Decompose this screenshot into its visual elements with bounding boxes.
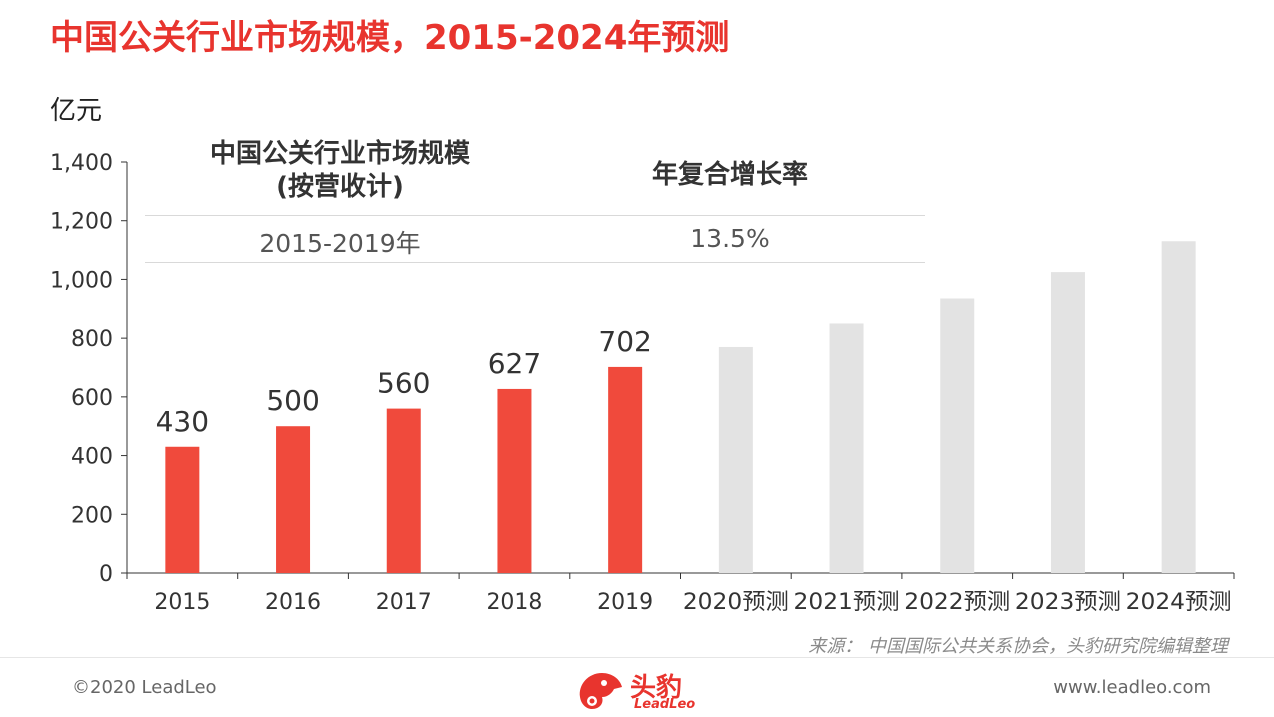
x-tick-label: 2024预测 — [1126, 590, 1232, 615]
x-tick-label: 2015 — [154, 590, 210, 615]
bar — [386, 408, 421, 573]
table-header-cagr: 年复合增长率 — [651, 160, 808, 190]
page-title: 中国公关行业市场规模，2015-2024年预测 — [50, 18, 730, 58]
logo-text-en: LeadLeo — [634, 697, 696, 712]
table-divider — [145, 262, 925, 263]
y-tick-label: 400 — [71, 445, 113, 470]
data-label: 560 — [377, 367, 430, 400]
y-tick-label: 1,000 — [50, 268, 113, 293]
table-period: 2015-2019年 — [259, 229, 421, 258]
cagr-table: 中国公关行业市场规模 (按营收计) 年复合增长率 2015-2019年 13.5… — [145, 138, 925, 266]
leadleo-logo: 头豹 LeadLeo — [574, 665, 704, 715]
table-cagr-value: 13.5% — [690, 224, 770, 253]
bar — [1161, 241, 1196, 573]
x-tick-label: 2020预测 — [683, 590, 789, 615]
leopard-icon — [579, 673, 622, 709]
y-tick-label: 1,400 — [50, 151, 113, 176]
table-header-market-size-line2: (按营收计) — [276, 172, 404, 202]
y-axis-unit: 亿元 — [50, 96, 103, 126]
data-label: 702 — [598, 325, 651, 358]
bar — [276, 426, 311, 573]
source-note: 来源： 中国国际公共关系协会，头豹研究院编辑整理 — [808, 636, 1228, 657]
bar-chart: 0 200 400 600 800 1,000 1,200 1,400 430 2015 500 20… — [50, 151, 1235, 615]
y-tick-label: 600 — [71, 386, 113, 411]
x-tick-label: 2019 — [597, 590, 653, 615]
bar — [608, 366, 643, 573]
x-tick-label: 2017 — [376, 590, 432, 615]
x-tick-label: 2022预测 — [904, 590, 1010, 615]
bar — [497, 388, 532, 573]
data-label: 430 — [156, 405, 209, 438]
table-divider — [145, 215, 925, 216]
bar — [165, 446, 200, 573]
bar — [718, 346, 753, 573]
x-tick-label: 2016 — [265, 590, 321, 615]
copyright-text: ©2020 LeadLeo — [72, 677, 217, 698]
data-label: 627 — [488, 347, 541, 380]
y-tick-label: 0 — [99, 562, 113, 587]
table-header-market-size-line1: 中国公关行业市场规模 — [209, 139, 470, 169]
website-url: www.leadleo.com — [1053, 677, 1211, 698]
bar — [829, 323, 864, 573]
x-tick-label: 2018 — [486, 590, 542, 615]
y-tick-label: 800 — [71, 327, 113, 352]
table-header-market-size: 中国公关行业市场规模 (按营收计) — [145, 138, 535, 204]
bar — [1050, 272, 1085, 573]
x-tick-label: 2023预测 — [1015, 590, 1121, 615]
data-label: 500 — [266, 384, 319, 417]
y-tick-label: 200 — [71, 503, 113, 528]
x-tick-label: 2021预测 — [794, 590, 900, 615]
footer-divider — [0, 657, 1274, 658]
y-tick-label: 1,200 — [50, 210, 113, 235]
bar — [940, 298, 975, 573]
logo-text-cn: 头豹 — [630, 673, 683, 703]
